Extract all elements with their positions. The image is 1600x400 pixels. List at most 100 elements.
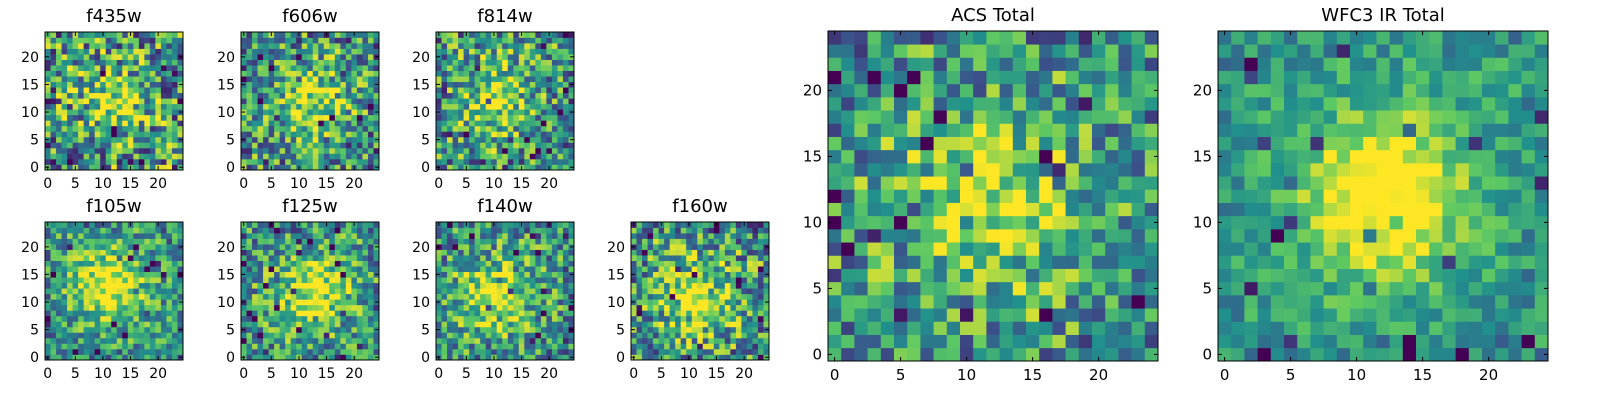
heatmap-cell [290, 315, 297, 322]
heatmap-cell [474, 326, 481, 333]
heatmap-cell [307, 321, 314, 328]
heatmap-cell [469, 37, 475, 44]
heatmap-cell [502, 277, 509, 284]
heatmap-cell [713, 321, 720, 328]
heatmap-cell [45, 114, 51, 121]
heatmap-cell [524, 48, 531, 55]
heatmap-cell [741, 260, 748, 267]
heatmap-cell [340, 271, 347, 278]
heatmap-cell [83, 65, 90, 71]
heatmap-cell [144, 136, 151, 143]
heatmap-cell [933, 334, 948, 349]
heatmap-cell [469, 81, 475, 88]
x-tick-label: 20 [149, 366, 167, 382]
heatmap-cell [94, 48, 101, 55]
heatmap-cell [568, 92, 575, 99]
heatmap-cell [702, 343, 709, 350]
heatmap-cell [568, 32, 575, 38]
heatmap-cell [664, 315, 670, 322]
heatmap-cell [301, 98, 308, 105]
heatmap-cell [540, 37, 547, 44]
heatmap-cell [122, 238, 129, 245]
heatmap-cell [1131, 321, 1146, 335]
heatmap-cell [362, 255, 369, 261]
heatmap-cell [246, 153, 253, 160]
heatmap-cell [653, 282, 659, 289]
heatmap-cell [452, 98, 459, 105]
heatmap-cell [1131, 163, 1146, 177]
heatmap-cell [279, 153, 286, 160]
heatmap-cell [653, 227, 659, 234]
heatmap-cell [334, 271, 341, 278]
heatmap-cell [441, 282, 448, 289]
heatmap-cell [647, 310, 654, 317]
heatmap-cell [296, 65, 303, 71]
heatmap-cell [100, 255, 107, 261]
heatmap-cell [1092, 163, 1106, 177]
heatmap-cell [557, 54, 564, 60]
heatmap-cell [83, 103, 90, 110]
heatmap-cell [138, 37, 145, 44]
heatmap-cell [436, 87, 442, 94]
heatmap-cell [307, 343, 314, 350]
heatmap-cell [78, 70, 84, 77]
heatmap-cell [61, 70, 68, 77]
heatmap-cell [268, 249, 275, 256]
heatmap-cell [50, 103, 57, 110]
heatmap-cell [474, 76, 481, 83]
heatmap-cell [491, 343, 498, 350]
heatmap-cell [496, 147, 503, 154]
heatmap-cell [458, 244, 464, 250]
heatmap-cell [518, 98, 525, 105]
heatmap-cell [691, 337, 698, 344]
heatmap-cell [469, 332, 475, 339]
x-tick-label: 0 [434, 176, 443, 192]
heatmap-cell [274, 103, 280, 110]
heatmap-cell [636, 222, 643, 228]
heatmap-cell [160, 81, 167, 88]
y-tick-label: 5 [421, 133, 430, 149]
heatmap-cell [513, 348, 520, 355]
heatmap-cell [373, 37, 380, 44]
heatmap-cell [841, 281, 855, 296]
heatmap-cell [447, 70, 453, 77]
heatmap-cell [507, 293, 514, 300]
heatmap-cell [274, 65, 280, 71]
heatmap-cell [557, 103, 564, 110]
heatmap-cell [491, 87, 498, 94]
heatmap-cell [1105, 321, 1119, 335]
heatmap-cell [686, 260, 693, 267]
heatmap-cell [257, 125, 264, 132]
heatmap-cell [351, 293, 358, 300]
heatmap-cell [867, 347, 882, 362]
heatmap-cell [329, 315, 336, 322]
heatmap-cell [263, 32, 269, 38]
heatmap-cell [263, 277, 269, 284]
heatmap-cell [557, 76, 564, 83]
heatmap-cell [334, 98, 341, 105]
heatmap-cell [50, 343, 57, 350]
heatmap-cell [562, 249, 569, 256]
heatmap-cell [724, 244, 731, 250]
heatmap-cell [329, 48, 336, 55]
heatmap-cell [94, 244, 101, 250]
heatmap-cell [67, 81, 73, 88]
heatmap-cell [1052, 215, 1066, 230]
heatmap-cell [89, 343, 96, 350]
heatmap-cell [946, 334, 961, 349]
heatmap-cell [546, 109, 553, 116]
heatmap-cell [345, 222, 352, 228]
heatmap-cell [480, 81, 487, 88]
heatmap-cell [562, 98, 569, 105]
heatmap-cell [469, 354, 475, 361]
heatmap-cell [647, 255, 654, 261]
heatmap-cell [447, 249, 453, 256]
heatmap-cell [111, 266, 118, 273]
heatmap-cell [116, 37, 123, 44]
heatmap-cell [111, 65, 118, 71]
heatmap-cell [138, 136, 145, 143]
heatmap-cell [127, 348, 134, 355]
heatmap-cell [257, 158, 264, 165]
heatmap-cell [367, 326, 374, 333]
heatmap-cell [463, 136, 470, 143]
